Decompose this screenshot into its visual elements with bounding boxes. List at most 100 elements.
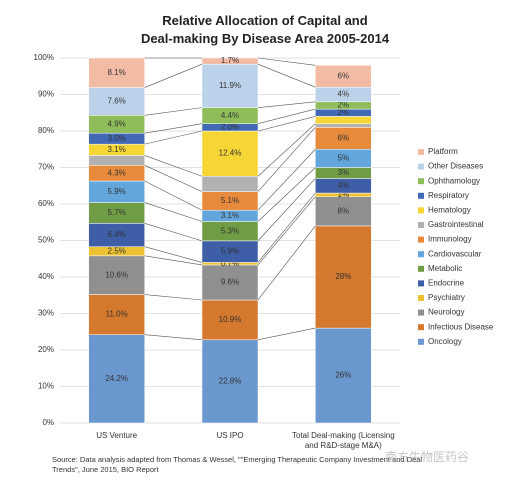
legend-swatch <box>418 178 424 185</box>
bar-segment <box>315 327 372 424</box>
bar-segment <box>315 225 372 329</box>
y-tick-label: 40% <box>38 272 54 281</box>
legend-label: Ophthamology <box>428 176 480 185</box>
value-label: 5.9% <box>108 187 126 196</box>
value-label: 4.9% <box>108 119 126 128</box>
connector <box>257 127 316 192</box>
connector <box>144 334 203 341</box>
connector <box>144 130 203 145</box>
legend-label: Cardiovascular <box>428 249 482 258</box>
value-label: 4.3% <box>108 168 126 177</box>
bar-segment <box>201 264 259 301</box>
legend-swatch <box>418 149 424 155</box>
bar-segment <box>201 299 259 341</box>
connector <box>144 202 203 222</box>
legend-swatch <box>418 265 424 272</box>
legend-swatch <box>418 280 424 287</box>
y-tick-label: 20% <box>38 345 54 354</box>
y-tick-label: 50% <box>38 236 54 245</box>
value-label: 10.6% <box>105 270 128 279</box>
value-label: 5.3% <box>221 226 239 235</box>
legend-label: Infectious Disease <box>428 322 494 331</box>
value-label: 11.0% <box>106 310 128 319</box>
connector <box>257 225 316 301</box>
value-label: 10.9% <box>219 315 242 324</box>
y-tick-label: 0% <box>42 418 54 427</box>
connector <box>144 63 203 88</box>
watermark: 南方生物医药谷 <box>385 450 470 464</box>
legend-swatch <box>418 207 424 214</box>
value-label: 1.7% <box>221 56 239 65</box>
bar-segment <box>201 339 259 424</box>
value-label: 2% <box>338 108 350 117</box>
bar-segment <box>88 255 145 295</box>
value-label: 5.7% <box>108 208 126 217</box>
value-label: 4% <box>338 90 350 99</box>
value-label: 3.1% <box>221 211 239 220</box>
legend-swatch <box>418 295 424 301</box>
x-tick-label: US IPO <box>216 431 244 440</box>
y-tick-label: 30% <box>38 309 54 318</box>
connector <box>144 107 203 116</box>
connector <box>257 178 316 242</box>
legend-label: Neurology <box>428 308 464 317</box>
legend-swatch <box>418 236 424 243</box>
value-label: 4.4% <box>221 111 239 120</box>
legend-label: Platform <box>428 147 458 156</box>
connector <box>257 63 316 88</box>
value-label: 6.4% <box>108 230 126 239</box>
x-tick-label: US Venture <box>96 431 138 440</box>
value-label: 5% <box>338 153 350 162</box>
value-label: 0.7% <box>221 259 239 268</box>
legend-swatch <box>418 192 424 199</box>
value-label: 22.8% <box>219 376 242 385</box>
legend-label: Endocrine <box>428 279 465 288</box>
connector <box>144 255 203 266</box>
value-label: 9.6% <box>221 278 239 287</box>
value-label: 3.1% <box>108 145 126 154</box>
bar-segment <box>315 123 372 128</box>
bar-segment <box>88 87 145 116</box>
legend-swatch <box>418 309 424 316</box>
legend-swatch <box>418 338 424 345</box>
y-tick-label: 70% <box>38 163 54 172</box>
value-label: 6% <box>338 71 350 80</box>
value-label: 8.1% <box>108 68 126 77</box>
connector <box>257 149 316 211</box>
connector <box>144 294 203 301</box>
value-label: 2.0% <box>221 122 239 131</box>
y-tick-label: 60% <box>38 199 54 208</box>
bar-segment <box>201 57 259 65</box>
value-label: 12.4% <box>219 149 242 158</box>
value-label: 3% <box>338 168 350 177</box>
legend-swatch <box>418 251 424 258</box>
connector <box>257 108 316 124</box>
legend-label: Metabolic <box>428 264 462 273</box>
connector <box>144 180 203 211</box>
y-tick-label: 90% <box>38 90 54 99</box>
bar-segment <box>88 155 145 166</box>
bar-segment <box>88 294 145 335</box>
y-tick-label: 10% <box>38 382 54 391</box>
legend-swatch <box>418 324 424 331</box>
connector <box>257 57 316 66</box>
value-label: 3.0% <box>108 134 126 143</box>
legend-swatch <box>418 222 424 228</box>
legend-label: Gastrointestinal <box>428 220 484 229</box>
connector <box>257 167 316 222</box>
y-tick-label: 80% <box>38 126 54 135</box>
value-label: 28% <box>335 272 351 281</box>
value-label: 4% <box>338 181 350 190</box>
value-label: 6% <box>338 133 350 142</box>
connector <box>144 246 203 263</box>
x-tick-label: Total Deal-making (Licensing and R&D-sta… <box>291 431 395 450</box>
legend-label: Respiratory <box>428 191 469 200</box>
bar-segment <box>315 65 372 88</box>
value-label: 1% <box>338 190 350 199</box>
connector <box>257 116 316 132</box>
connector <box>257 192 316 263</box>
value-label: 2% <box>338 101 350 110</box>
bar-segment <box>88 334 145 424</box>
